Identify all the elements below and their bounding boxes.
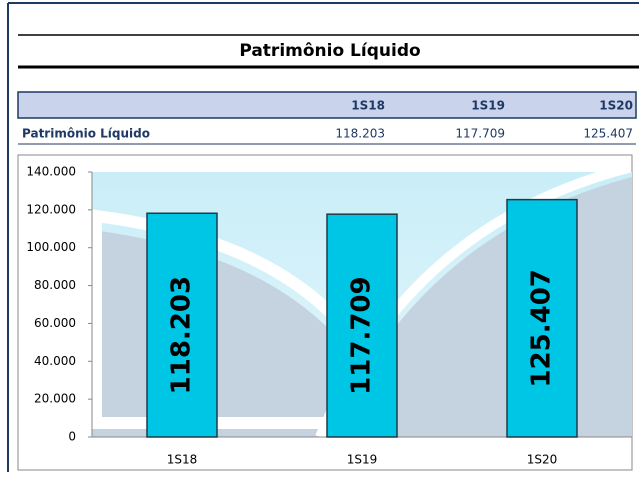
table-cell: 125.407 <box>583 127 633 141</box>
table-header-cell: 1S19 <box>471 99 505 113</box>
x-tick-label: 1S18 <box>167 453 198 467</box>
table-cell: 117.709 <box>455 127 505 141</box>
bar <box>146 212 218 438</box>
table-header-cell: 1S18 <box>351 99 385 113</box>
y-tick-label: 0 <box>68 430 76 444</box>
bar <box>506 198 578 438</box>
bar <box>326 213 398 438</box>
y-tick-label: 40.000 <box>34 354 76 368</box>
table-cell: 118.203 <box>335 127 385 141</box>
data-label: 125.407 <box>527 269 557 387</box>
y-tick-label: 120.000 <box>26 202 76 216</box>
y-tick-label: 140.000 <box>26 165 76 179</box>
y-tick-label: 80.000 <box>34 278 76 292</box>
x-tick-label: 1S20 <box>527 453 558 467</box>
x-tick-label: 1S19 <box>347 453 378 467</box>
data-label: 118.203 <box>167 276 197 394</box>
title: Patrimônio Líquido <box>239 41 420 61</box>
table-header <box>17 91 637 119</box>
table-row-label: Patrimônio Líquido <box>22 127 150 141</box>
y-tick-label: 100.000 <box>26 240 76 254</box>
y-tick-label: 60.000 <box>34 316 76 330</box>
table-header-cell: 1S20 <box>599 99 633 113</box>
y-tick-label: 20.000 <box>34 392 76 406</box>
data-label: 117.709 <box>347 276 377 394</box>
